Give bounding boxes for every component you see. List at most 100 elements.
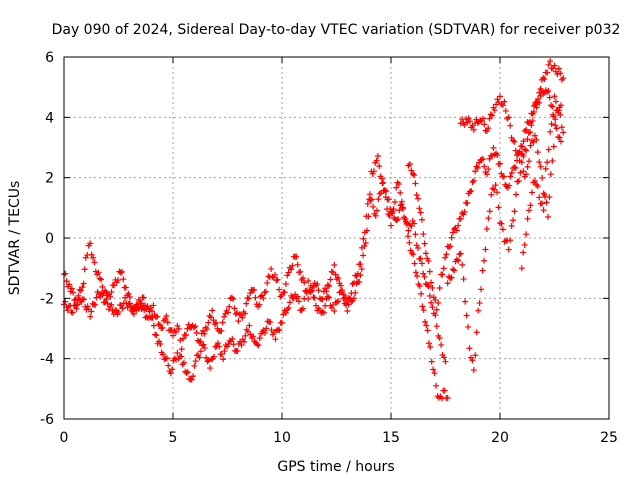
- data-point: [62, 270, 69, 277]
- data-point: [421, 273, 428, 280]
- gridlines: [64, 57, 609, 419]
- data-point: [498, 220, 505, 227]
- axis-ticks: [63, 56, 610, 420]
- data-point: [417, 255, 424, 262]
- data-point: [525, 129, 532, 136]
- data-point: [506, 182, 513, 189]
- data-point: [490, 144, 497, 151]
- data-point: [80, 280, 87, 287]
- data-point: [518, 265, 525, 272]
- data-point: [543, 199, 550, 206]
- data-point: [425, 340, 432, 347]
- data-point: [95, 269, 102, 276]
- data-point: [419, 303, 426, 310]
- data-point: [190, 373, 197, 380]
- data-point: [470, 177, 477, 184]
- data-point: [544, 159, 551, 166]
- x-tick-label: 5: [169, 430, 178, 446]
- data-point: [250, 333, 257, 340]
- data-point: [197, 338, 204, 345]
- data-point: [453, 227, 460, 234]
- data-point: [296, 298, 303, 305]
- data-point: [483, 128, 490, 135]
- data-point: [145, 306, 152, 313]
- data-point: [485, 215, 492, 222]
- data-point: [533, 136, 540, 143]
- data-point: [470, 126, 477, 133]
- data-point: [96, 275, 103, 282]
- data-point: [520, 249, 527, 256]
- data-point: [67, 288, 74, 295]
- data-point: [549, 103, 556, 110]
- data-point: [494, 152, 501, 159]
- data-point: [499, 102, 506, 109]
- data-point: [360, 235, 367, 242]
- y-tick-label: 0: [45, 231, 54, 247]
- data-point: [262, 288, 269, 295]
- data-point: [104, 300, 111, 307]
- data-point: [422, 318, 429, 325]
- data-point: [370, 168, 377, 175]
- data-point: [361, 243, 368, 250]
- data-point: [457, 250, 464, 257]
- data-point: [524, 136, 531, 143]
- data-point: [230, 341, 237, 348]
- data-point: [501, 98, 508, 105]
- data-point: [540, 90, 547, 97]
- data-point: [529, 117, 536, 124]
- data-point: [428, 358, 435, 365]
- data-point: [408, 250, 415, 257]
- data-point: [162, 315, 169, 322]
- data-point: [87, 313, 94, 320]
- data-point: [429, 284, 436, 291]
- data-point: [495, 204, 502, 211]
- data-point: [122, 284, 129, 291]
- data-point: [213, 320, 220, 327]
- data-point: [230, 296, 237, 303]
- data-point: [80, 296, 87, 303]
- data-point: [150, 322, 157, 329]
- data-point: [548, 121, 555, 128]
- data-point: [79, 284, 86, 291]
- data-point: [433, 306, 440, 313]
- data-point: [310, 283, 317, 290]
- data-point: [388, 222, 394, 229]
- data-point: [90, 254, 97, 261]
- data-point: [511, 208, 518, 215]
- data-point: [500, 173, 507, 180]
- data-point: [418, 290, 425, 297]
- data-point: [255, 342, 262, 349]
- data-point: [205, 319, 212, 326]
- data-point: [427, 344, 434, 351]
- data-point: [261, 289, 268, 296]
- data-point: [129, 308, 136, 315]
- data-point: [140, 294, 147, 301]
- data-point: [157, 341, 164, 348]
- data-point: [120, 276, 127, 283]
- data-point: [453, 256, 460, 263]
- data-point: [62, 298, 69, 305]
- data-point: [545, 87, 552, 94]
- data-point: [524, 215, 531, 222]
- data-point: [441, 354, 448, 361]
- data-point: [251, 286, 258, 293]
- data-point: [459, 261, 466, 268]
- data-point: [475, 307, 482, 314]
- data-point: [507, 173, 514, 180]
- data-point: [463, 312, 470, 319]
- data-point: [479, 267, 486, 274]
- data-point: [523, 171, 530, 178]
- data-point: [200, 341, 207, 348]
- data-point: [558, 124, 565, 131]
- data-point: [478, 286, 485, 293]
- data-point: [214, 340, 221, 347]
- data-point: [448, 234, 455, 241]
- data-point: [68, 285, 75, 292]
- data-point: [138, 300, 145, 307]
- data-point: [408, 167, 415, 174]
- data-point: [339, 287, 346, 294]
- data-point: [184, 325, 191, 332]
- data-point: [528, 189, 535, 196]
- data-point: [511, 164, 518, 171]
- data-point: [294, 293, 301, 300]
